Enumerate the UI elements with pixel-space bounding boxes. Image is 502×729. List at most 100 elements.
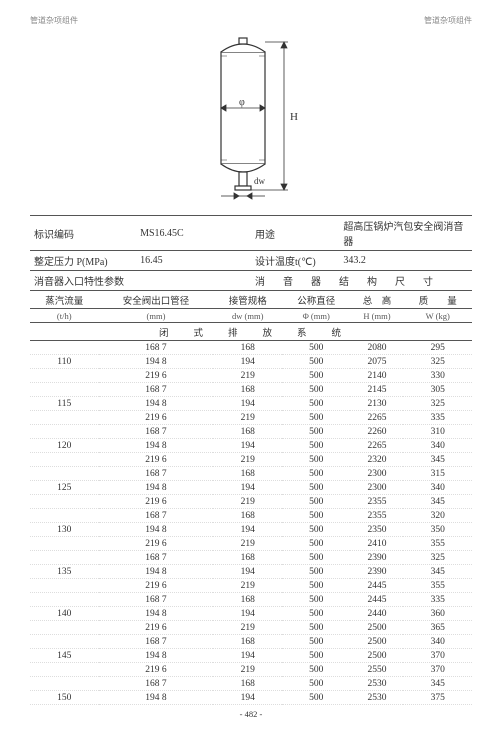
col-unit: Φ (mm) xyxy=(282,309,351,323)
table-cell: 2500 xyxy=(350,621,403,635)
table-cell: 340 xyxy=(403,635,472,649)
table-cell: 168 xyxy=(213,341,282,355)
table-cell: 194 8 xyxy=(99,481,214,495)
table-cell: 194 xyxy=(213,607,282,621)
table-cell: 219 xyxy=(213,579,282,593)
table-row: 219 62195002500365 xyxy=(30,621,472,635)
table-cell: 2260 xyxy=(350,425,403,439)
table-row: 168 71685002300315 xyxy=(30,467,472,481)
table-cell: 500 xyxy=(282,551,351,565)
col-unit: H (mm) xyxy=(350,309,403,323)
vessel-svg: φ H dw xyxy=(166,34,336,204)
table-cell xyxy=(30,663,99,677)
table-cell: 500 xyxy=(282,495,351,509)
table-cell: 219 6 xyxy=(99,663,214,677)
table-cell: 140 xyxy=(30,607,99,621)
table-row: 219 62195002140330 xyxy=(30,369,472,383)
table-cell: 500 xyxy=(282,565,351,579)
table-cell: 2500 xyxy=(350,649,403,663)
table-cell xyxy=(30,341,99,355)
table-cell xyxy=(30,425,99,439)
table-cell: 350 xyxy=(403,523,472,537)
table-cell: 345 xyxy=(403,453,472,467)
table-cell: 500 xyxy=(282,355,351,369)
col-unit: (mm) xyxy=(99,309,214,323)
table-cell: 135 xyxy=(30,565,99,579)
table-row: 219 62195002320345 xyxy=(30,453,472,467)
table-cell: 500 xyxy=(282,607,351,621)
table-cell: 194 xyxy=(213,439,282,453)
table-cell: 219 6 xyxy=(99,369,214,383)
h-label: H xyxy=(290,111,298,123)
table-cell: 2550 xyxy=(350,663,403,677)
table-row: 140194 81945002440360 xyxy=(30,607,472,621)
table-cell xyxy=(30,537,99,551)
table-cell: 500 xyxy=(282,509,351,523)
table-row: 125194 81945002300340 xyxy=(30,481,472,495)
table-cell: 194 8 xyxy=(99,523,214,537)
table-cell: 360 xyxy=(403,607,472,621)
header-right: 管道杂项组件 xyxy=(424,15,472,26)
table-row: 120194 81945002265340 xyxy=(30,439,472,453)
table-cell: 325 xyxy=(403,355,472,369)
table-cell: 500 xyxy=(282,411,351,425)
col-unit: dw (mm) xyxy=(213,309,282,323)
table-cell: 2130 xyxy=(350,397,403,411)
table-cell: 168 7 xyxy=(99,383,214,397)
table-cell: 219 6 xyxy=(99,621,214,635)
table-cell: 219 6 xyxy=(99,453,214,467)
table-cell xyxy=(30,579,99,593)
table-cell: 500 xyxy=(282,383,351,397)
data-table: 蒸汽流量安全阀出口管径接管规格公称直径总 高质 量 (t/h)(mm)dw (m… xyxy=(30,291,472,705)
table-cell: 310 xyxy=(403,425,472,439)
table-cell: 355 xyxy=(403,537,472,551)
table-cell: 2265 xyxy=(350,439,403,453)
table-cell: 2265 xyxy=(350,411,403,425)
table-cell: 355 xyxy=(403,579,472,593)
table-cell: 168 xyxy=(213,677,282,691)
spec-value: 16.45 xyxy=(136,251,251,271)
table-cell: 2440 xyxy=(350,607,403,621)
table-cell: 110 xyxy=(30,355,99,369)
table-cell: 320 xyxy=(403,509,472,523)
table-cell: 500 xyxy=(282,523,351,537)
table-cell xyxy=(30,383,99,397)
vessel-diagram: φ H dw xyxy=(30,34,472,207)
table-cell: 500 xyxy=(282,453,351,467)
table-row: 145194 81945002500370 xyxy=(30,649,472,663)
table-cell: 168 7 xyxy=(99,467,214,481)
spec-label: 标识编码 xyxy=(30,216,136,251)
table-cell: 194 8 xyxy=(99,439,214,453)
table-cell: 500 xyxy=(282,691,351,705)
table-cell: 194 xyxy=(213,355,282,369)
table-cell xyxy=(30,593,99,607)
table-cell: 194 8 xyxy=(99,607,214,621)
col-unit: W (kg) xyxy=(403,309,472,323)
table-row: 130194 81945002350350 xyxy=(30,523,472,537)
table-cell: 168 xyxy=(213,467,282,481)
table-cell: 2350 xyxy=(350,523,403,537)
table-row: 219 62195002445355 xyxy=(30,579,472,593)
table-cell: 194 xyxy=(213,397,282,411)
spec-label: 消音器入口特性参数 xyxy=(30,271,251,291)
table-cell: 2140 xyxy=(350,369,403,383)
spec-label: 整定压力 P(MPa) xyxy=(30,251,136,271)
table-cell: 500 xyxy=(282,467,351,481)
table-cell: 500 xyxy=(282,481,351,495)
table-cell: 345 xyxy=(403,495,472,509)
table-cell: 500 xyxy=(282,579,351,593)
col-unit: (t/h) xyxy=(30,309,99,323)
table-cell: 150 xyxy=(30,691,99,705)
table-row: 115194 81945002130325 xyxy=(30,397,472,411)
spec-value: 343.2 xyxy=(339,251,472,271)
col-header: 公称直径 xyxy=(282,291,351,309)
table-cell: 2390 xyxy=(350,565,403,579)
col-header: 总 高 xyxy=(350,291,403,309)
table-cell xyxy=(30,369,99,383)
table-cell: 168 7 xyxy=(99,677,214,691)
table-cell: 219 xyxy=(213,369,282,383)
spec-value: MS16.45C xyxy=(136,216,251,251)
table-cell: 194 8 xyxy=(99,691,214,705)
table-cell xyxy=(30,495,99,509)
table-cell: 219 6 xyxy=(99,537,214,551)
